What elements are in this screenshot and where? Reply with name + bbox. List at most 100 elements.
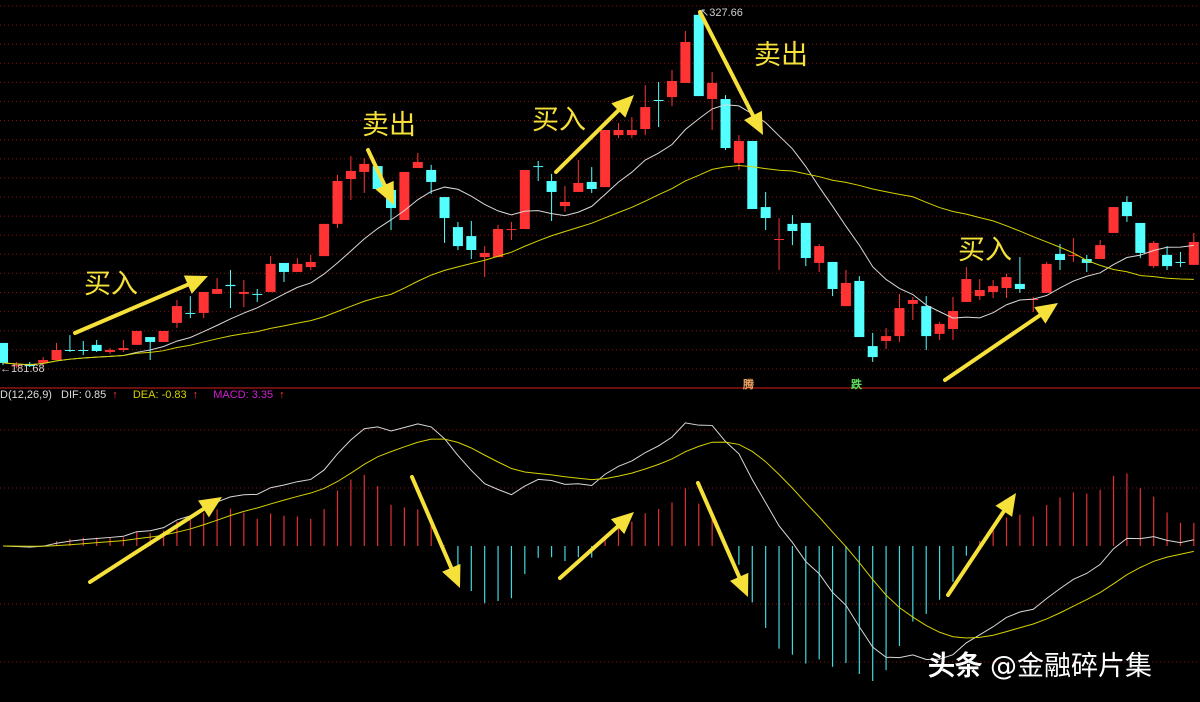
candle-up [1041, 263, 1052, 293]
annotation-arrow-head-icon [1034, 303, 1058, 324]
annotation-sell-2: 卖出 [754, 40, 808, 71]
annotation-buy-2: 买入 [532, 105, 586, 136]
candle-up [412, 161, 423, 169]
candle-up [774, 239, 785, 241]
macd-header: D(12,26,9) DIF: 0.85 ↑ DEA: -0.83 ↑ MACD: … [0, 389, 297, 401]
candle-down [827, 261, 838, 290]
marker-surge: 腾 [743, 378, 754, 391]
candle-down [185, 312, 196, 314]
candle-down [533, 166, 544, 168]
candle-up [1188, 241, 1199, 265]
candle-down [867, 346, 878, 358]
candle-down [426, 170, 437, 182]
candle-up [1148, 242, 1159, 267]
annotation-arrow-head-icon [198, 497, 222, 518]
low-price-value: 181.68 [11, 363, 45, 375]
candle-down [787, 223, 798, 231]
candle-up [506, 229, 517, 231]
candle-up [626, 130, 637, 136]
candle-up [1068, 255, 1079, 257]
candle-up [11, 365, 22, 367]
annotation-arrow-shaft [554, 108, 621, 174]
candle-up [212, 289, 223, 294]
annotation-arrow-head-icon [183, 275, 208, 294]
annotation-arrow-shaft [946, 509, 1006, 597]
candle-down [1175, 261, 1186, 263]
candle-up [131, 330, 142, 345]
candle-up [519, 170, 530, 230]
candle-up [640, 107, 651, 130]
candle-up [38, 360, 49, 363]
annotation-arrow-head-icon [442, 563, 461, 588]
candle-down [452, 227, 463, 247]
candle-up [613, 130, 624, 136]
candle-up [171, 306, 182, 323]
candle-up [707, 82, 718, 100]
candle-up [158, 330, 169, 342]
annotation-arrow-head-icon [611, 95, 634, 118]
candle-up [305, 261, 316, 268]
candle-up [680, 41, 691, 83]
candle-up [51, 350, 62, 360]
watermark-platform: 头条 [928, 651, 982, 682]
annotation-arrow-shaft [366, 148, 387, 188]
candle-down [466, 236, 477, 250]
candle-down [800, 222, 811, 259]
candle-up [559, 201, 570, 207]
candle-down [1055, 253, 1066, 260]
candle-up [332, 180, 343, 224]
annotation-arrow-head-icon [610, 512, 634, 535]
annotation-arrow-head-icon [375, 180, 394, 205]
annotation-arrow-shaft [558, 524, 620, 580]
annotation-sell-1: 卖出 [362, 110, 416, 141]
candle-down [747, 140, 758, 210]
candle-down [372, 166, 383, 190]
up-arrow-icon: ↑ [279, 389, 285, 401]
dea-value: DEA: -0.83 ↑ [133, 389, 204, 401]
candle-up [198, 291, 209, 313]
annotation-arrow-shaft [698, 10, 755, 118]
annotation-arrow-shaft [410, 475, 454, 570]
annotation-buy-1: 买入 [84, 269, 138, 300]
candle-down [546, 180, 557, 192]
candle-down [1014, 283, 1025, 290]
candle-up [345, 170, 356, 180]
candle-down [1135, 222, 1146, 253]
candle-down [1081, 259, 1092, 263]
macd-params: D(12,26,9) [0, 389, 52, 401]
candle-down [653, 100, 664, 101]
candle-down [225, 284, 236, 287]
candle-up [265, 263, 276, 292]
candle-down [1162, 254, 1173, 267]
candle-down [854, 280, 865, 338]
candle-up [105, 350, 116, 352]
candle-up [479, 252, 490, 258]
candle-down [586, 181, 597, 190]
dea-text: DEA: -0.83 [132, 389, 187, 401]
macd-text: MACD: 3.35 [213, 389, 274, 401]
candle-down [78, 350, 89, 351]
annotation-arrow-shaft [696, 481, 742, 579]
candle-down [278, 262, 289, 272]
candle-down [760, 207, 771, 219]
candle-up [1001, 277, 1012, 289]
low-price-label: ←181.68 [0, 363, 45, 375]
candle-up [894, 308, 905, 337]
candle-up [1108, 207, 1119, 233]
candle-up [840, 282, 851, 307]
annotation-arrow-shaft [88, 506, 206, 584]
ma-short-line [2, 104, 1194, 366]
dea-line [2, 438, 1194, 639]
dif-text: DIF: 0.85 [61, 389, 107, 401]
candle-up [961, 279, 972, 302]
candle-up [974, 290, 985, 297]
annotation-arrow-head-icon [730, 572, 749, 597]
ma-long-line [2, 164, 1194, 366]
candle-up [667, 80, 677, 98]
watermark: 头条 @金融碎片集 [928, 644, 1152, 683]
annotation-arrow-shaft [943, 313, 1042, 382]
up-arrow-icon: ↑ [112, 389, 118, 401]
candle-down [64, 350, 75, 351]
annotation-buy-3: 买入 [958, 235, 1012, 266]
marker-drop: 跌 [851, 378, 862, 391]
